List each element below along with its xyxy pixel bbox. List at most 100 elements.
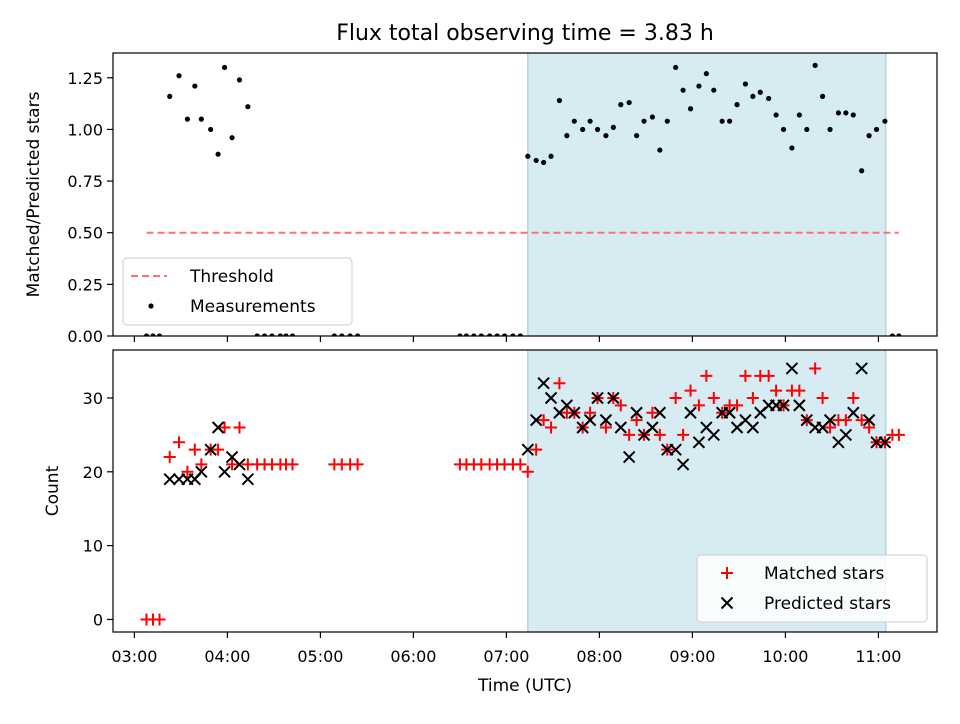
measurements-point — [167, 93, 173, 99]
predicted-stars-point — [544, 391, 558, 405]
predicted-stars-point — [692, 436, 706, 449]
legend-box — [696, 554, 928, 623]
y-tick-label: 10 — [83, 537, 103, 556]
predicted-stars-point — [684, 406, 697, 419]
measurements-point — [603, 133, 609, 139]
measurements-point — [471, 333, 477, 336]
matched-stars-point — [521, 465, 534, 478]
matched-stars-point — [599, 421, 612, 434]
measurements-point — [331, 333, 337, 336]
measurements-point — [487, 333, 493, 336]
measurements-point — [626, 99, 632, 106]
measurements-point — [354, 333, 361, 336]
predicted-stars-point — [676, 458, 690, 471]
y-tick-label: 0.50 — [67, 224, 103, 243]
predicted-stars-point — [878, 436, 892, 449]
matched-stars-point — [530, 443, 543, 456]
matched-stars-point — [188, 443, 201, 456]
y-tick-label: 1.00 — [67, 120, 103, 139]
predicted-stars-point — [218, 465, 231, 479]
predicted-stars-point — [707, 428, 721, 442]
y-tick-label: 0.25 — [67, 275, 103, 294]
matched-stars-point — [351, 458, 364, 471]
predicted-stars-point — [241, 472, 255, 486]
measurements-point — [696, 83, 702, 89]
legend: Matched stars Predicted stars — [696, 554, 928, 623]
measurements-point — [277, 333, 284, 336]
measurements-point — [664, 118, 670, 124]
predicted-stars-point — [211, 421, 225, 434]
measurements-point — [478, 333, 484, 336]
measurements-point — [347, 333, 353, 336]
predicted-stars-point — [847, 406, 860, 419]
legend-matched-label: Matched stars — [764, 564, 884, 584]
measurements-point — [618, 102, 624, 108]
data-layer — [140, 362, 905, 626]
predicted-stars-point — [823, 413, 837, 427]
x-tick-label: 10:00 — [762, 647, 808, 666]
measurements-point — [283, 333, 289, 336]
y-tick-label: 0 — [93, 610, 103, 629]
predicted-stars-point — [653, 406, 667, 419]
predicted-stars-point — [669, 443, 682, 456]
predicted-stars-point — [622, 450, 636, 464]
matched-stars-point — [514, 458, 527, 471]
measurements-point — [634, 133, 640, 139]
measurements-point — [208, 126, 214, 133]
x-tick-label: 04:00 — [204, 647, 250, 666]
measurements-point — [229, 135, 235, 141]
legend-measurements-swatch — [148, 303, 154, 309]
x-tick-label: 11:00 — [855, 647, 901, 666]
legend-matched-swatch — [721, 567, 733, 579]
matched-stars-point — [847, 391, 860, 404]
legend-predicted-swatch — [720, 596, 734, 610]
x-tick-label: 06:00 — [390, 647, 436, 666]
predicted-stars-point — [793, 399, 806, 412]
matched-stars-point — [863, 421, 876, 434]
measurements-point — [236, 77, 243, 83]
matched-stars-point — [173, 436, 186, 449]
x-tick-label: 09:00 — [669, 647, 715, 666]
measurements-point — [882, 118, 888, 124]
x-tick-label: 03:00 — [111, 647, 157, 666]
measurements-point — [198, 116, 204, 122]
predicted-stars-point — [583, 413, 597, 427]
predicted-stars-point — [591, 391, 604, 405]
matched-stars-point — [707, 391, 720, 404]
measurements-point — [610, 124, 616, 130]
measurements-point — [587, 118, 593, 124]
matched-stars-point — [855, 414, 868, 427]
y-axis-label: Matched/Predicted stars — [24, 91, 44, 297]
matched-stars-point — [839, 414, 852, 427]
measurements-point — [261, 333, 268, 336]
measurements-point — [269, 333, 275, 336]
measurements-point — [463, 333, 470, 336]
matched-stars-point — [286, 458, 299, 471]
measurements-point — [680, 87, 686, 93]
matched-stars-point — [181, 465, 194, 478]
measurements-point — [501, 333, 508, 336]
measurements-point — [850, 112, 856, 118]
predicted-stars-point — [723, 406, 736, 419]
matched-stars-point — [195, 458, 208, 471]
measurements-point — [594, 126, 601, 133]
measurements-point — [866, 133, 872, 139]
measurements-point — [703, 71, 709, 77]
matched-stars-point — [809, 362, 822, 375]
measurements-point — [873, 126, 880, 133]
predicted-stars-point — [862, 413, 876, 427]
measurements-point — [245, 104, 251, 110]
matched-stars-point — [762, 369, 775, 382]
legend-predicted-label: Predicted stars — [764, 594, 891, 614]
predicted-stars-point — [599, 413, 613, 427]
y-tick-label: 0.75 — [67, 172, 103, 191]
matched-stars-point — [816, 391, 829, 404]
measurements-point — [156, 333, 163, 336]
measurements-point — [289, 333, 296, 336]
measurements-point — [687, 106, 694, 112]
measurements-point — [750, 93, 756, 99]
measurements-point — [548, 153, 554, 159]
predicted-stars-point — [204, 443, 217, 456]
measurements-point — [766, 95, 772, 102]
